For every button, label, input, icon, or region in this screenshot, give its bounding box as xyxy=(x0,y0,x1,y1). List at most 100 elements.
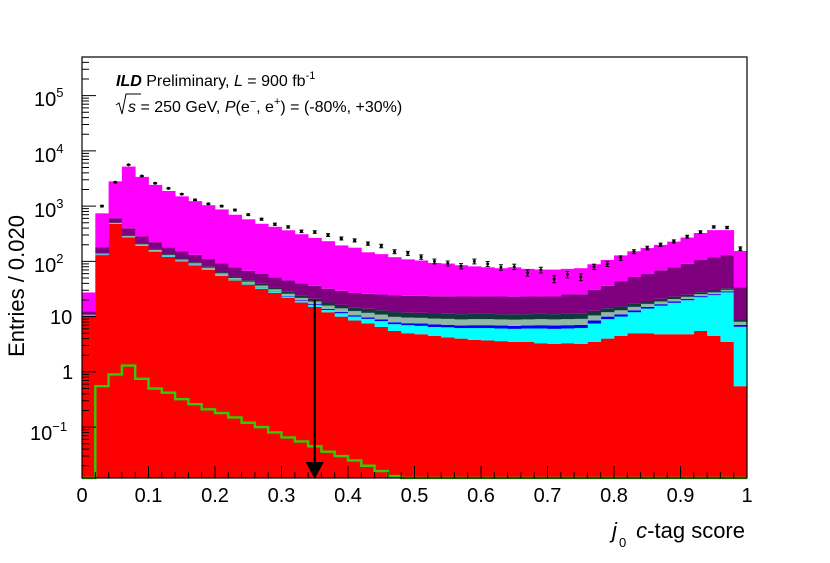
stack-bar-s2-b32 xyxy=(507,325,522,329)
stack-bar-s5-b12 xyxy=(241,270,256,281)
stack-bar-s6-b1 xyxy=(95,213,109,248)
data-marker xyxy=(685,235,689,239)
stack-bar-s1-b36 xyxy=(560,328,575,344)
stack-bar-s5-b48 xyxy=(720,255,735,289)
stack-bar-s1-b25 xyxy=(414,325,429,335)
stack-bar-s0-b47 xyxy=(707,335,721,478)
stack-bar-s6-b15 xyxy=(281,230,296,281)
data-point-20 xyxy=(352,238,357,243)
stack-bar-s5-b23 xyxy=(387,295,402,313)
stack-bar-s1-b49 xyxy=(733,326,748,387)
axis-ticks: 0 0.1 0.2 0.3 0.4 0.5 0.6 0.7 0.8 0.9 1 xyxy=(76,56,753,507)
stack-bar-s1-b31 xyxy=(494,328,508,342)
x-tick-label: 0.5 xyxy=(401,485,429,507)
data-point-21 xyxy=(365,241,370,246)
stack-bar-s5-b30 xyxy=(481,296,495,314)
stack-bar-s4-b14 xyxy=(268,287,282,290)
stack-bar-s3-b15 xyxy=(281,293,296,296)
stack-bar-s0-b16 xyxy=(294,302,309,478)
stack-bar-s6-b33 xyxy=(520,268,535,297)
data-point-3 xyxy=(126,163,131,167)
stack-bar-s3-b48 xyxy=(720,289,735,292)
stack-bar-s6-b29 xyxy=(467,266,482,297)
stack-bar-s4-b8 xyxy=(188,262,203,264)
stack-bar-s6-b11 xyxy=(228,214,242,268)
data-marker xyxy=(712,225,716,229)
stack-bar-s5-b38 xyxy=(587,289,602,311)
data-marker xyxy=(645,246,649,250)
stack-bar-s3-b9 xyxy=(201,267,216,270)
data-marker xyxy=(472,259,476,263)
stack-bar-s2-b25 xyxy=(414,323,429,326)
annotation-line-1: ILD Preliminary, L = 900 fb-1 xyxy=(116,70,315,90)
stack-bar-s2-b31 xyxy=(494,325,508,329)
data-points xyxy=(99,163,743,284)
stack-bar-s1-b6 xyxy=(161,256,176,257)
x-tick-label: 0.7 xyxy=(534,485,562,507)
stack-bar-s3-b23 xyxy=(387,316,402,323)
data-marker xyxy=(366,242,370,246)
data-marker xyxy=(166,186,170,190)
stack-bar-s6-b38 xyxy=(587,264,602,290)
data-marker xyxy=(153,181,157,185)
x-tick-label: 0.8 xyxy=(600,485,628,507)
stack-bar-s5-b34 xyxy=(534,296,548,314)
stack-bar-s3-b11 xyxy=(228,277,242,280)
data-point-39 xyxy=(605,260,610,268)
stack-bar-s3-b49 xyxy=(733,321,748,326)
x-tick-label: 0.3 xyxy=(268,485,296,507)
stack-bar-s1-b12 xyxy=(241,283,256,285)
stack-bar-s2-b47 xyxy=(707,294,721,296)
stack-bar-s0-b39 xyxy=(600,338,615,478)
data-point-44 xyxy=(671,239,676,244)
stack-bar-s1-b16 xyxy=(294,300,309,303)
y-tick-label-1e5: 105 xyxy=(34,85,63,111)
stack-bar-s5-b32 xyxy=(507,296,522,315)
stack-bar-s0-b26 xyxy=(427,335,442,478)
stack-bar-s6-b5 xyxy=(148,184,163,243)
stack-bar-s2-b22 xyxy=(374,319,389,322)
stack-bar-s0-b15 xyxy=(281,297,296,478)
stack-bar-s0-b48 xyxy=(720,341,735,478)
stack-bar-s5-b9 xyxy=(201,259,216,267)
stack-bar-s1-b23 xyxy=(387,324,402,331)
stack-bar-s5-b7 xyxy=(175,251,189,259)
data-marker xyxy=(353,238,357,242)
stack-bar-s0-b9 xyxy=(201,269,216,478)
stack-bar-s5-b26 xyxy=(427,296,442,314)
stack-bar-s2-b33 xyxy=(520,325,535,329)
y-tick-label-1e4: 104 xyxy=(34,141,63,167)
data-point-1 xyxy=(99,204,104,208)
data-point-46 xyxy=(698,230,703,234)
stack-bar-s0-b27 xyxy=(441,337,455,478)
stack-bar-s3-b8 xyxy=(188,263,203,265)
stack-bar-s6-b36 xyxy=(560,268,575,295)
stack-bar-s3-b24 xyxy=(401,317,415,324)
stack-bar-s3-b27 xyxy=(441,318,455,325)
stack-bar-s3-b7 xyxy=(175,259,189,261)
stack-bar-s4-b22 xyxy=(374,310,389,315)
stack-bar-s2-b44 xyxy=(667,301,681,303)
data-marker xyxy=(246,213,250,217)
stack-bar-s4-b45 xyxy=(680,294,695,297)
stack-bar-s6-b42 xyxy=(640,248,655,274)
stack-bar-s4-b29 xyxy=(467,313,482,320)
y-tick-label-1em1: 10−1 xyxy=(30,419,67,445)
stack-bar-s6-b19 xyxy=(334,245,349,291)
data-marker xyxy=(313,230,317,234)
stack-bar-s1-b43 xyxy=(653,305,668,335)
stack-bar-s0-b2 xyxy=(108,223,123,478)
stack-bar-s2-b45 xyxy=(680,299,695,301)
stack-bar-s3-b16 xyxy=(294,297,309,301)
data-point-34 xyxy=(538,266,543,274)
stack-bar-s0-b19 xyxy=(334,316,349,478)
stack-bar-s5-b19 xyxy=(334,290,349,305)
stack-bar-s6-b41 xyxy=(627,251,641,277)
stack-bar-s1-b27 xyxy=(441,327,455,338)
stack-bar-s3-b37 xyxy=(574,318,588,325)
stack-bar-s0-b42 xyxy=(640,333,655,478)
stack-bar-s4-b48 xyxy=(720,288,735,290)
stack-bar-s0-b45 xyxy=(680,334,695,478)
stack-bar-s3-b12 xyxy=(241,281,256,284)
stack-bar-s2-b19 xyxy=(334,312,349,314)
